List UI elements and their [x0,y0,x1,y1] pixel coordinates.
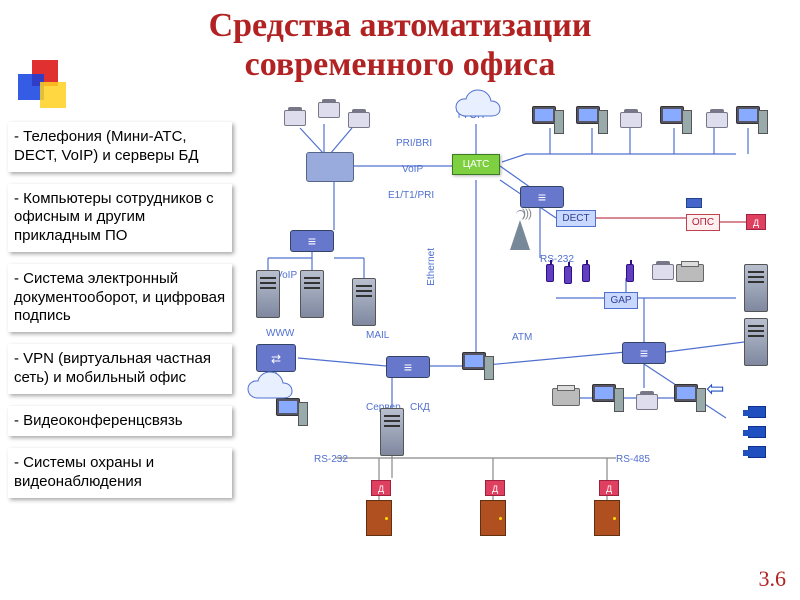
antenna-icon [510,220,530,250]
pc-icon [532,106,566,136]
pc-icon [462,352,496,382]
bullet-item: - Видеоконференцсвязь [8,406,232,437]
pc-icon [576,106,610,136]
switch-icon [386,356,430,378]
bullet-item: - Система электронный документооборот, и… [8,264,232,332]
bullet-item: - Телефония (Мини-АТС, DECT, VoIP) и сер… [8,122,232,172]
cell-icon [582,264,590,282]
bullet-list: - Телефония (Мини-АТС, DECT, VoIP) и сер… [8,122,232,510]
srv-icon [744,318,768,366]
sensor-box: Д [371,480,391,496]
link-label: WWW [266,328,294,339]
slide-title: Средства автоматизации современного офис… [0,6,800,84]
edge [300,128,324,154]
srv-icon [256,270,280,318]
door-icon [594,500,620,536]
pc-icon [674,384,708,414]
link-label: PRI/BRI [396,138,432,149]
cloud-icon [452,88,512,124]
link-label: Ethernet [426,248,437,286]
phone-d-icon [620,112,642,128]
switch-icon [622,342,666,364]
title-line-2: современного офиса [245,46,556,83]
ops-icon [686,198,702,208]
fax-icon [676,264,704,282]
sensor-box: Д [485,480,505,496]
tech-box: DECT [556,210,596,227]
cloud-icon [244,370,304,406]
edge [476,352,626,366]
srv-icon [744,264,768,312]
srv-icon [380,408,404,456]
door-icon [480,500,506,536]
page-number: 3.6 [759,566,787,592]
edge [330,128,352,154]
phone-d-icon [318,102,340,118]
fax-icon [552,388,580,406]
door-icon [366,500,392,536]
cam-icon [748,406,766,418]
srv-icon [352,278,376,326]
phone-d-icon [636,394,658,410]
switch-icon [520,186,564,208]
cam-icon [748,446,766,458]
switch-icon [290,230,334,252]
pc-icon [736,106,770,136]
phone-d-icon [706,112,728,128]
link-label: ATM [512,332,532,343]
blue-arrow-icon: ⇦ [706,376,724,402]
link-label: MAIL [366,330,389,341]
sensor-box: Д [746,214,766,230]
pc-icon [592,384,626,414]
phone-d-icon [348,112,370,128]
bullet-item: - VPN (виртуальная частная сеть) и мобил… [8,344,232,394]
phone-d-icon [652,264,674,280]
cell-icon [564,266,572,284]
edge [502,154,526,162]
cell-icon [546,264,554,282]
bullet-item: - Системы охраны и видеонаблюдения [8,448,232,498]
router-icon [256,344,296,372]
sensor-box: Д [599,480,619,496]
tech-box: GAP [604,292,638,309]
gateway-icon [306,152,354,182]
security-panel-box: ОПС [686,214,720,231]
cell-icon [626,264,634,282]
link-label: RS-485 [616,454,650,465]
link-label: E1/T1/PRI [388,190,434,201]
cam-icon [748,426,766,438]
srv-icon [300,270,324,318]
link-label: RS-232 [314,454,348,465]
pc-icon [660,106,694,136]
phone-d-icon [284,110,306,126]
network-diagram: ⇦ ))) ЦАТСDECTGAPОПСДДДДТФОПPRI/BRIVoIPE… [236,98,796,576]
link-label: VoIP [402,164,423,175]
edge [666,342,744,352]
bullet-item: - Компьютеры сотрудников с офисным и дру… [8,184,232,252]
title-line-1: Средства автоматизации [209,7,592,44]
edge [298,358,386,366]
link-label: СКД [410,402,430,413]
central-pbx-box: ЦАТС [452,154,500,175]
